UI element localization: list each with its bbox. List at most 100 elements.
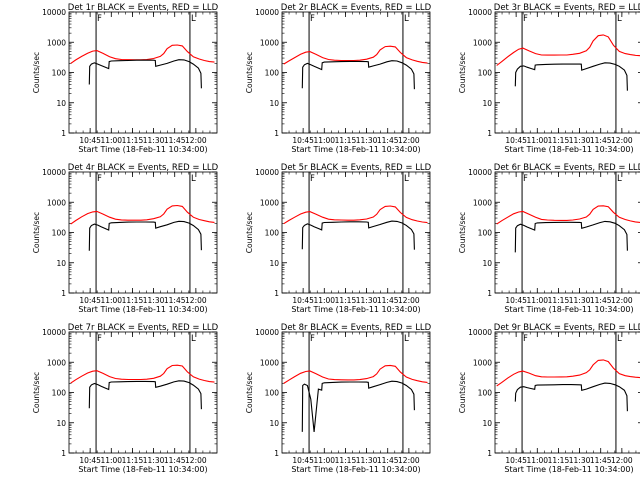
y-axis-label: Counts/sec bbox=[32, 52, 41, 93]
x-tick-label: 11:15 bbox=[548, 136, 570, 145]
x-tick-label: 11:00 bbox=[526, 456, 548, 465]
interval-marker-label: L bbox=[617, 334, 622, 344]
panel-2: Det 2r BLACK = Events, RED = LLD 1 10 100 10… bbox=[245, 3, 432, 154]
x-tick-label: 12:00 bbox=[398, 296, 420, 305]
y-tick-label: 10 bbox=[269, 99, 279, 108]
y-tick-label: 10000 bbox=[468, 8, 492, 17]
panel-1: Det 1r BLACK = Events, RED = LLD 1 10 100 10… bbox=[32, 3, 219, 154]
y-tick-label: 100 bbox=[265, 229, 280, 238]
interval-marker-label: F bbox=[97, 14, 102, 24]
series-lld-line bbox=[496, 205, 640, 225]
series-lld-line bbox=[283, 45, 428, 65]
chart-title: Det 5r BLACK = Events, RED = LLD bbox=[281, 163, 432, 173]
x-tick-label: 12:00 bbox=[611, 296, 633, 305]
chart-title: Det 9r BLACK = Events, RED = LLD bbox=[494, 323, 640, 333]
y-axis-label: Counts/sec bbox=[245, 52, 254, 93]
y-axis-label: Counts/sec bbox=[245, 372, 254, 413]
y-tick-label: 1 bbox=[487, 289, 492, 298]
x-axis-label: Start Time (18-Feb-11 10:34:00) bbox=[504, 305, 633, 314]
series-lld-line bbox=[70, 204, 215, 225]
x-tick-label: 11:45 bbox=[377, 456, 399, 465]
series-lld-line bbox=[70, 364, 215, 384]
series-events-line bbox=[88, 380, 202, 410]
series-events-line bbox=[514, 220, 628, 253]
y-tick-label: 100 bbox=[52, 389, 67, 398]
x-tick-label: 11:30 bbox=[143, 456, 165, 465]
x-tick-label: 10:45 bbox=[79, 136, 101, 145]
x-tick-label: 11:00 bbox=[526, 296, 548, 305]
x-tick-label: 10:45 bbox=[505, 456, 527, 465]
y-tick-label: 100 bbox=[478, 229, 493, 238]
interval-marker-label: L bbox=[191, 174, 196, 184]
x-tick-label: 11:00 bbox=[100, 456, 122, 465]
x-tick-label: 10:45 bbox=[292, 296, 314, 305]
x-tick-label: 12:00 bbox=[185, 136, 207, 145]
y-tick-label: 1 bbox=[61, 449, 66, 458]
y-tick-label: 1 bbox=[274, 289, 279, 298]
x-tick-label: 11:30 bbox=[143, 296, 165, 305]
x-tick-label: 12:00 bbox=[611, 456, 633, 465]
interval-marker-label: F bbox=[310, 174, 315, 184]
x-tick-label: 10:45 bbox=[292, 456, 314, 465]
plot-frame bbox=[68, 171, 218, 294]
interval-marker-label: L bbox=[404, 334, 409, 344]
x-axis-label: Start Time (18-Feb-11 10:34:00) bbox=[291, 145, 420, 154]
interval-marker-label: F bbox=[523, 334, 528, 344]
series-lld-line bbox=[70, 44, 215, 64]
series-events-line bbox=[514, 382, 628, 412]
x-tick-label: 10:45 bbox=[79, 296, 101, 305]
plot-frame bbox=[68, 331, 218, 454]
y-tick-label: 10000 bbox=[468, 168, 492, 177]
panel-3: Det 3r BLACK = Events, RED = LLD 1 10 100 10… bbox=[458, 3, 640, 154]
x-tick-label: 11:30 bbox=[569, 456, 591, 465]
x-tick-label: 12:00 bbox=[185, 296, 207, 305]
y-axis-label: Counts/sec bbox=[245, 212, 254, 253]
y-tick-label: 1000 bbox=[260, 38, 279, 47]
x-tick-label: 11:30 bbox=[356, 456, 378, 465]
x-tick-label: 11:45 bbox=[377, 136, 399, 145]
chart-title: Det 1r BLACK = Events, RED = LLD bbox=[68, 3, 219, 13]
y-tick-label: 10000 bbox=[255, 168, 279, 177]
x-axis-label: Start Time (18-Feb-11 10:34:00) bbox=[78, 145, 207, 154]
x-tick-label: 11:00 bbox=[100, 296, 122, 305]
y-tick-label: 1 bbox=[487, 449, 492, 458]
y-tick-label: 10 bbox=[56, 259, 66, 268]
interval-marker-label: F bbox=[523, 174, 528, 184]
y-tick-label: 10000 bbox=[468, 328, 492, 337]
y-tick-label: 100 bbox=[52, 69, 67, 78]
x-tick-label: 11:45 bbox=[164, 296, 186, 305]
x-tick-label: 12:00 bbox=[398, 456, 420, 465]
interval-marker-label: L bbox=[191, 14, 196, 24]
y-axis-label: Counts/sec bbox=[32, 212, 41, 253]
x-tick-label: 11:45 bbox=[590, 296, 612, 305]
x-tick-label: 11:30 bbox=[356, 296, 378, 305]
x-tick-label: 11:15 bbox=[335, 296, 357, 305]
x-tick-label: 11:45 bbox=[377, 296, 399, 305]
interval-marker-label: F bbox=[97, 334, 102, 344]
x-tick-label: 11:45 bbox=[590, 456, 612, 465]
y-tick-label: 10000 bbox=[255, 328, 279, 337]
x-tick-label: 11:00 bbox=[313, 136, 335, 145]
series-lld-line bbox=[283, 205, 428, 225]
x-axis-label: Start Time (18-Feb-11 10:34:00) bbox=[291, 305, 420, 314]
x-tick-label: 12:00 bbox=[185, 456, 207, 465]
x-tick-label: 11:45 bbox=[164, 456, 186, 465]
x-tick-label: 11:45 bbox=[590, 136, 612, 145]
x-tick-label: 11:30 bbox=[356, 136, 378, 145]
chart-title: Det 4r BLACK = Events, RED = LLD bbox=[68, 163, 219, 173]
interval-marker-label: F bbox=[310, 334, 315, 344]
plot-frame bbox=[281, 171, 431, 294]
series-lld-line bbox=[283, 364, 428, 384]
y-tick-label: 10000 bbox=[42, 328, 66, 337]
plot-frame bbox=[494, 331, 640, 454]
x-tick-label: 11:15 bbox=[548, 456, 570, 465]
x-tick-label: 11:15 bbox=[335, 136, 357, 145]
y-tick-label: 100 bbox=[478, 69, 493, 78]
x-axis-label: Start Time (18-Feb-11 10:34:00) bbox=[504, 465, 633, 474]
y-tick-label: 10 bbox=[482, 259, 492, 268]
plot-frame bbox=[281, 11, 431, 134]
y-tick-label: 1000 bbox=[473, 358, 492, 367]
y-tick-label: 100 bbox=[478, 389, 493, 398]
series-events-line bbox=[301, 380, 415, 432]
chart-title: Det 8r BLACK = Events, RED = LLD bbox=[281, 323, 432, 333]
